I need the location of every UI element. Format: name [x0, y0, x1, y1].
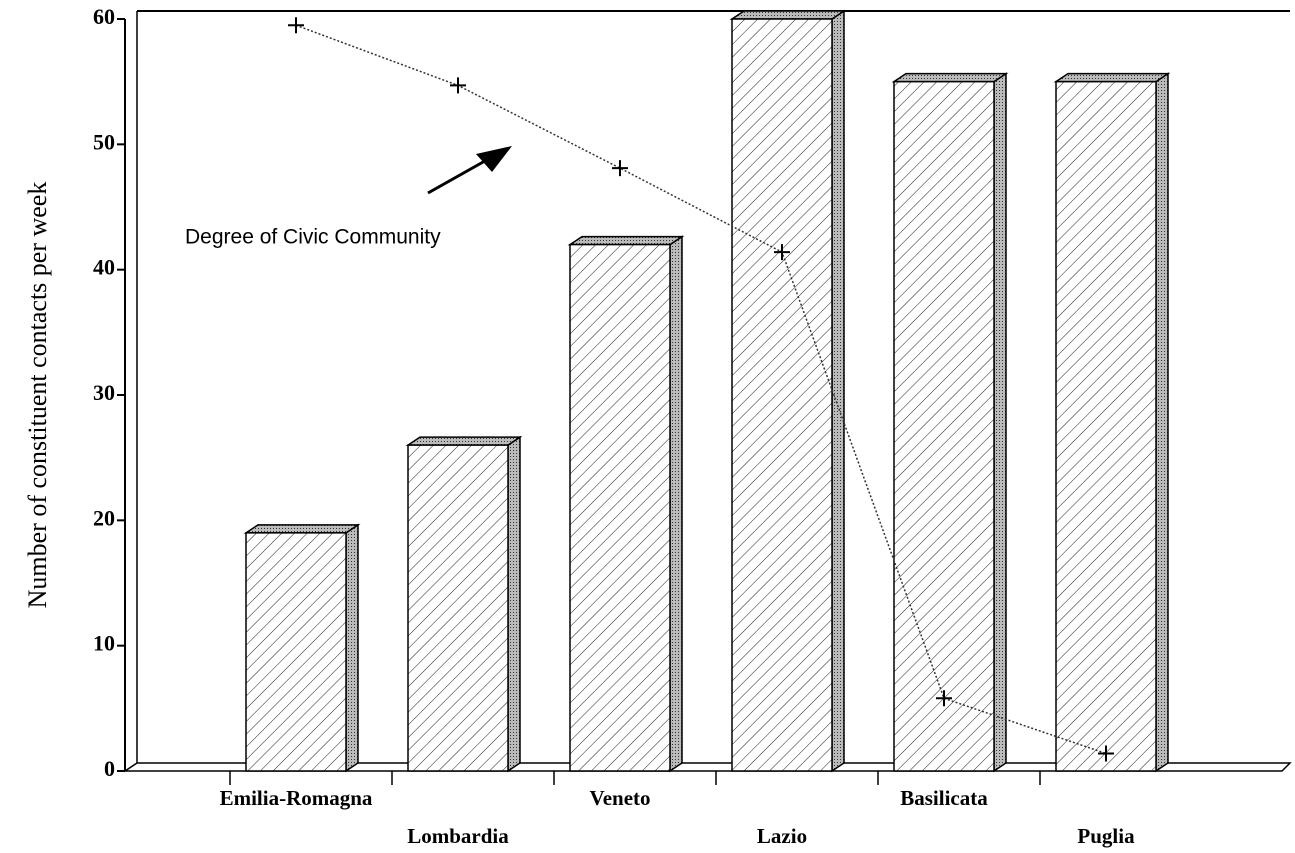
y-tick-label: 20 [93, 505, 115, 530]
arrow-head [476, 146, 512, 172]
bar [893, 80, 995, 772]
annotation: Degree of Civic Community [185, 226, 441, 249]
bar [731, 18, 833, 772]
bar [245, 532, 347, 772]
bar-side [993, 72, 1007, 773]
x-tick-label: Veneto [589, 786, 650, 810]
line [295, 24, 1107, 755]
bar-top [891, 72, 1009, 83]
point-marker [936, 690, 952, 707]
y-tick-label: 0 [104, 756, 115, 781]
bar-side [507, 435, 521, 773]
x-tick-label: Basilicata [900, 786, 988, 810]
point-marker [450, 77, 466, 94]
y-tick-label: 40 [93, 255, 115, 280]
point-marker [1098, 745, 1114, 762]
y-tick-label: 30 [93, 380, 115, 405]
y-tick-label: 50 [93, 129, 115, 154]
point-marker [612, 160, 628, 177]
bar-side [831, 9, 845, 773]
x-tick-label: Lazio [757, 824, 807, 848]
point-marker [288, 17, 304, 34]
point-marker [774, 244, 790, 261]
bar [407, 444, 509, 772]
y-tick-label: 10 [93, 631, 115, 656]
bar-top [567, 235, 685, 246]
y-tick-label: 60 [93, 4, 115, 29]
bar-top [1053, 72, 1171, 83]
bar [569, 243, 671, 772]
x-tick-label: Emilia-Romagna [220, 786, 373, 810]
bar-top [243, 524, 361, 534]
bar-side [1155, 72, 1169, 773]
y-axis-label: Number of constituent contacts per week [23, 182, 52, 609]
bar-top [405, 436, 523, 446]
arrow [427, 155, 493, 195]
bar-side [345, 523, 359, 773]
bar-top [729, 10, 847, 20]
bar [1055, 80, 1157, 772]
x-tick-label: Lombardia [407, 824, 509, 848]
bar-side [669, 235, 683, 773]
x-tick-label: Puglia [1077, 824, 1135, 848]
